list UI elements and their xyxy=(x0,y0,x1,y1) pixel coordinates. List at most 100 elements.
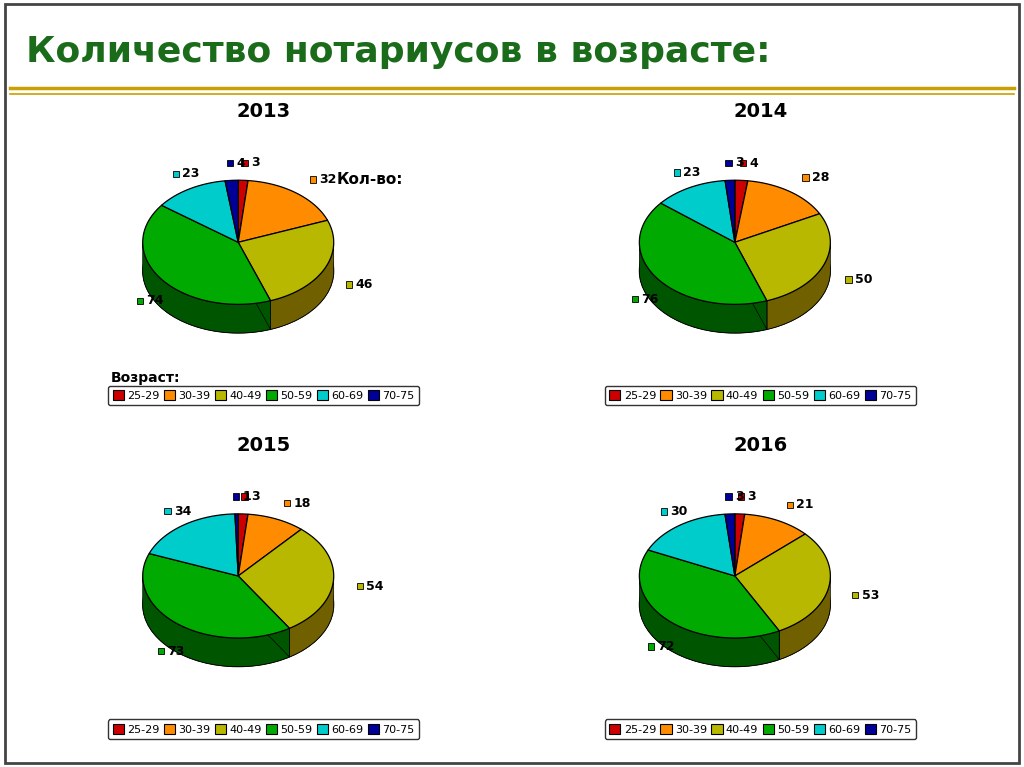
Polygon shape xyxy=(142,206,270,304)
Ellipse shape xyxy=(142,542,334,667)
Polygon shape xyxy=(735,181,819,242)
Text: 53: 53 xyxy=(861,588,879,601)
Polygon shape xyxy=(239,220,334,301)
Polygon shape xyxy=(239,180,248,242)
Bar xyxy=(740,160,746,166)
Text: 3: 3 xyxy=(251,490,259,503)
Polygon shape xyxy=(142,577,290,667)
Bar xyxy=(232,493,240,499)
Polygon shape xyxy=(270,243,334,329)
Text: 1: 1 xyxy=(243,490,251,503)
Text: 4: 4 xyxy=(237,156,245,170)
Text: 2015: 2015 xyxy=(237,436,291,455)
Text: 54: 54 xyxy=(367,580,384,593)
Polygon shape xyxy=(142,554,290,638)
Legend: 25-29, 30-39, 40-49, 50-59, 60-69, 70-75: 25-29, 30-39, 40-49, 50-59, 60-69, 70-75 xyxy=(109,386,419,406)
Bar xyxy=(852,592,858,598)
Text: 46: 46 xyxy=(355,278,373,291)
Bar xyxy=(242,493,248,500)
Polygon shape xyxy=(239,529,334,628)
Text: 30: 30 xyxy=(670,505,687,518)
Bar xyxy=(786,502,793,509)
Text: 32: 32 xyxy=(319,173,337,186)
Polygon shape xyxy=(735,514,805,576)
Polygon shape xyxy=(735,576,779,660)
Polygon shape xyxy=(162,181,239,242)
Polygon shape xyxy=(735,180,748,242)
Polygon shape xyxy=(239,242,270,329)
Text: 3: 3 xyxy=(735,156,743,170)
Ellipse shape xyxy=(639,209,830,333)
Polygon shape xyxy=(725,180,735,242)
Text: 34: 34 xyxy=(174,505,191,518)
Bar xyxy=(674,170,680,176)
Text: 4: 4 xyxy=(750,156,759,170)
Bar xyxy=(226,160,233,166)
Text: 18: 18 xyxy=(294,497,311,509)
Bar xyxy=(164,508,171,515)
Ellipse shape xyxy=(639,542,830,667)
Polygon shape xyxy=(735,514,744,576)
Polygon shape xyxy=(735,242,767,330)
Text: 23: 23 xyxy=(683,166,700,179)
Legend: 25-29, 30-39, 40-49, 50-59, 60-69, 70-75: 25-29, 30-39, 40-49, 50-59, 60-69, 70-75 xyxy=(605,719,915,739)
Polygon shape xyxy=(234,514,239,576)
Bar xyxy=(357,583,364,590)
Text: 74: 74 xyxy=(146,295,164,308)
Polygon shape xyxy=(779,578,830,660)
Polygon shape xyxy=(639,242,767,333)
Polygon shape xyxy=(239,514,248,576)
Bar xyxy=(137,298,143,304)
Bar xyxy=(309,176,316,183)
Text: Кол-во:: Кол-во: xyxy=(337,173,403,187)
Polygon shape xyxy=(725,514,735,576)
Ellipse shape xyxy=(142,209,334,333)
Text: 21: 21 xyxy=(796,499,814,512)
Polygon shape xyxy=(735,242,767,330)
Bar xyxy=(284,500,291,506)
Polygon shape xyxy=(239,514,301,576)
Bar xyxy=(242,160,248,166)
Polygon shape xyxy=(639,577,779,667)
Polygon shape xyxy=(767,243,830,330)
Bar xyxy=(660,509,667,515)
Polygon shape xyxy=(660,180,735,242)
Polygon shape xyxy=(239,180,328,242)
Text: Количество нотариусов в возрасте:: Количество нотариусов в возрасте: xyxy=(26,35,770,68)
Text: 2014: 2014 xyxy=(733,102,787,121)
Bar xyxy=(738,493,744,500)
Text: 2016: 2016 xyxy=(733,436,787,455)
Polygon shape xyxy=(290,577,334,657)
Text: 2013: 2013 xyxy=(237,102,291,121)
Text: 73: 73 xyxy=(167,644,184,657)
Polygon shape xyxy=(735,576,779,660)
Polygon shape xyxy=(639,550,779,638)
Polygon shape xyxy=(150,514,239,576)
Bar xyxy=(802,174,809,180)
Polygon shape xyxy=(639,203,767,304)
Polygon shape xyxy=(239,576,290,657)
Bar xyxy=(846,276,852,283)
FancyBboxPatch shape xyxy=(5,4,1019,763)
Polygon shape xyxy=(735,534,830,631)
Text: 72: 72 xyxy=(657,640,675,653)
Text: 3: 3 xyxy=(251,156,259,170)
Text: 76: 76 xyxy=(641,293,658,306)
Text: 23: 23 xyxy=(182,167,200,180)
Text: Возраст:: Возраст: xyxy=(111,370,180,384)
Text: 3: 3 xyxy=(735,490,743,503)
Legend: 25-29, 30-39, 40-49, 50-59, 60-69, 70-75: 25-29, 30-39, 40-49, 50-59, 60-69, 70-75 xyxy=(109,719,419,739)
Polygon shape xyxy=(735,214,830,301)
Polygon shape xyxy=(239,576,290,657)
Polygon shape xyxy=(142,243,270,333)
Bar xyxy=(647,644,654,650)
Polygon shape xyxy=(648,514,735,576)
Bar xyxy=(173,171,179,177)
Legend: 25-29, 30-39, 40-49, 50-59, 60-69, 70-75: 25-29, 30-39, 40-49, 50-59, 60-69, 70-75 xyxy=(605,386,915,406)
Polygon shape xyxy=(239,242,270,329)
Bar xyxy=(158,648,164,654)
Bar xyxy=(725,160,732,166)
Bar xyxy=(346,281,352,288)
Text: 3: 3 xyxy=(748,490,756,503)
Polygon shape xyxy=(225,180,239,242)
